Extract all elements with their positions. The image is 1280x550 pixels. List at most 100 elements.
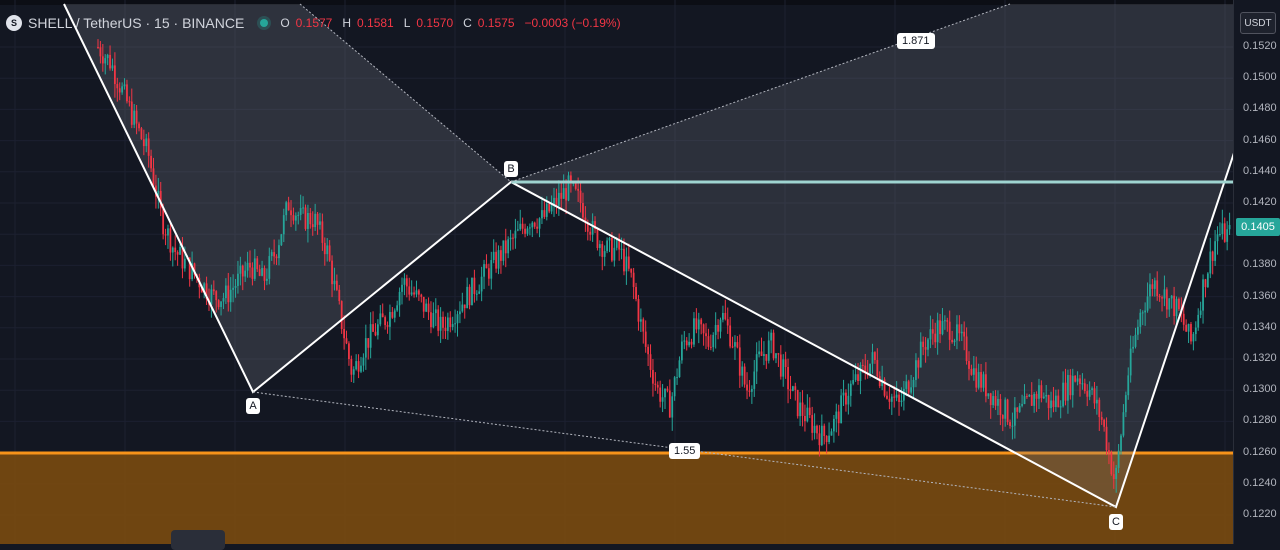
candle-body	[999, 398, 1002, 416]
candle-body	[975, 368, 978, 388]
point-a-label[interactable]: A	[246, 398, 260, 414]
price-tick-label: 0.1340	[1243, 320, 1277, 333]
candle-body	[109, 54, 111, 69]
candle-body	[1122, 412, 1125, 436]
candle-body	[965, 336, 968, 361]
ratio-label-top[interactable]: 1.871	[897, 33, 935, 49]
candle-body	[924, 347, 927, 350]
candle-body	[285, 202, 288, 216]
candle-body	[396, 305, 399, 311]
candle-body	[652, 369, 654, 384]
candle-body	[299, 208, 302, 215]
candle-body	[335, 280, 338, 290]
candle-body	[176, 252, 179, 255]
candle-body	[963, 331, 966, 337]
candle-body	[1011, 425, 1014, 427]
candle-body	[591, 221, 594, 235]
candle-body	[1187, 324, 1190, 332]
candle-body	[1214, 241, 1217, 261]
candle-body	[801, 402, 804, 416]
candle-body	[586, 222, 589, 232]
candle-body	[755, 354, 758, 372]
candle-body	[1144, 310, 1147, 313]
candle-body	[97, 47, 99, 48]
candle-body	[738, 347, 741, 376]
candle-body	[1030, 394, 1033, 406]
high-label: H	[342, 16, 352, 30]
candle-body	[514, 230, 517, 239]
candles	[97, 39, 1231, 493]
candle-body	[1016, 407, 1019, 412]
candle-body	[1103, 419, 1106, 427]
point-c-label[interactable]: C	[1109, 514, 1123, 530]
candle-body	[215, 291, 218, 301]
candle-body	[275, 256, 278, 259]
symbol-title[interactable]: SHELL / TetherUS · 15 · BINANCE	[28, 15, 245, 31]
candle-body	[787, 367, 789, 390]
candle-body	[705, 333, 707, 337]
candle-body	[425, 303, 428, 312]
candle-body	[852, 379, 855, 384]
symbol-legend: S SHELL / TetherUS · 15 · BINANCE O 0.157…	[6, 14, 625, 32]
candle-body	[451, 324, 454, 327]
candle-body	[439, 316, 442, 331]
candle-body	[1117, 450, 1120, 468]
candle-body	[702, 324, 705, 334]
candle-body	[389, 311, 391, 327]
price-axis[interactable]: USDT 0.1520 0.1500 0.1480 0.1460 0.1440 0.142…	[1233, 0, 1280, 544]
candle-body	[845, 392, 847, 405]
candle-body	[968, 360, 970, 369]
candle-body	[1038, 385, 1040, 399]
candle-body	[1209, 251, 1212, 274]
candle-body	[982, 374, 985, 388]
candle-body	[618, 239, 621, 250]
candle-body	[224, 285, 227, 299]
candle-body	[972, 368, 975, 375]
candle-body	[220, 301, 222, 308]
candle-body	[1021, 404, 1023, 406]
candle-body	[888, 398, 891, 402]
candle-body	[437, 309, 440, 331]
candle-body	[680, 341, 683, 361]
candle-body	[1156, 280, 1159, 297]
candle-body	[584, 217, 587, 223]
candle-body	[147, 138, 150, 156]
price-tick-label: 0.1320	[1243, 352, 1277, 364]
candle-body	[671, 396, 674, 418]
candle-body	[1057, 395, 1060, 408]
candle-body	[1158, 296, 1161, 298]
candle-body	[731, 346, 734, 348]
candle-body	[164, 234, 167, 236]
candle-body	[369, 324, 372, 348]
candle-body	[1110, 452, 1113, 475]
candle-body	[415, 290, 418, 295]
candle-body	[1204, 279, 1207, 288]
candle-body	[1054, 395, 1057, 408]
candle-body	[722, 312, 724, 320]
candle-body	[874, 352, 876, 361]
candle-body	[630, 268, 633, 273]
ratio-label-bottom[interactable]: 1.55	[669, 443, 701, 459]
candle-body	[890, 396, 893, 402]
candle-body	[282, 215, 285, 235]
candle-body	[507, 239, 510, 254]
candle-body	[1086, 391, 1089, 397]
candle-body	[1115, 467, 1118, 479]
candle-body	[340, 301, 343, 329]
candle-body	[668, 390, 671, 418]
scroll-to-realtime-button[interactable]	[171, 530, 225, 550]
candle-body	[140, 128, 143, 140]
candle-body	[697, 319, 700, 330]
candle-body	[912, 379, 915, 388]
candle-body	[471, 277, 473, 306]
candle-body	[504, 240, 507, 254]
candle-body	[1202, 279, 1204, 311]
currency-selector[interactable]: USDT	[1240, 12, 1276, 34]
point-b-label[interactable]: B	[504, 161, 518, 177]
candle-body	[159, 190, 162, 209]
candle-body	[509, 237, 512, 240]
candle-body	[1170, 295, 1173, 299]
candle-body	[444, 327, 447, 331]
candle-body	[304, 207, 307, 229]
